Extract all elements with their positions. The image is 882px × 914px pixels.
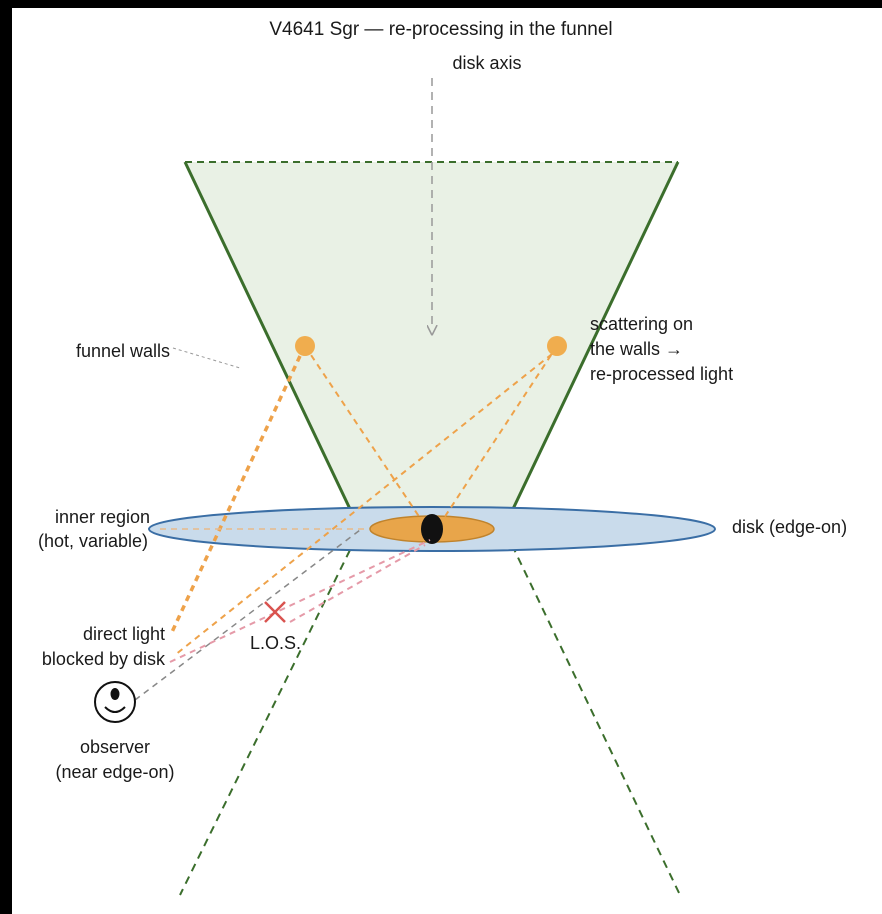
scatter-point xyxy=(547,336,567,356)
funnel-extension xyxy=(511,544,681,896)
label: funnel walls xyxy=(76,341,170,361)
funnel-wall xyxy=(183,161,362,531)
label: disk axis xyxy=(452,53,521,73)
label: blocked by disk xyxy=(42,649,166,669)
label: observer xyxy=(80,737,150,757)
title: V4641 Sgr — re-processing in the funnel xyxy=(269,19,612,40)
label: direct light xyxy=(83,624,165,644)
light-paths xyxy=(134,345,558,701)
label: inner region xyxy=(55,507,150,527)
label: (hot, variable) xyxy=(38,531,148,551)
funnel xyxy=(185,162,678,530)
scatter-point xyxy=(295,336,315,356)
observer-icon xyxy=(94,681,136,723)
label: scattering on xyxy=(590,314,693,334)
funnel-wall xyxy=(501,161,680,531)
label: the walls → xyxy=(590,339,683,359)
label: (near edge-on) xyxy=(55,762,174,782)
label: disk (edge-on) xyxy=(732,517,847,537)
compact-object xyxy=(421,514,443,544)
label: re-processed light xyxy=(590,364,733,384)
blocked-mark xyxy=(264,601,286,623)
label: L.O.S. xyxy=(250,633,301,653)
